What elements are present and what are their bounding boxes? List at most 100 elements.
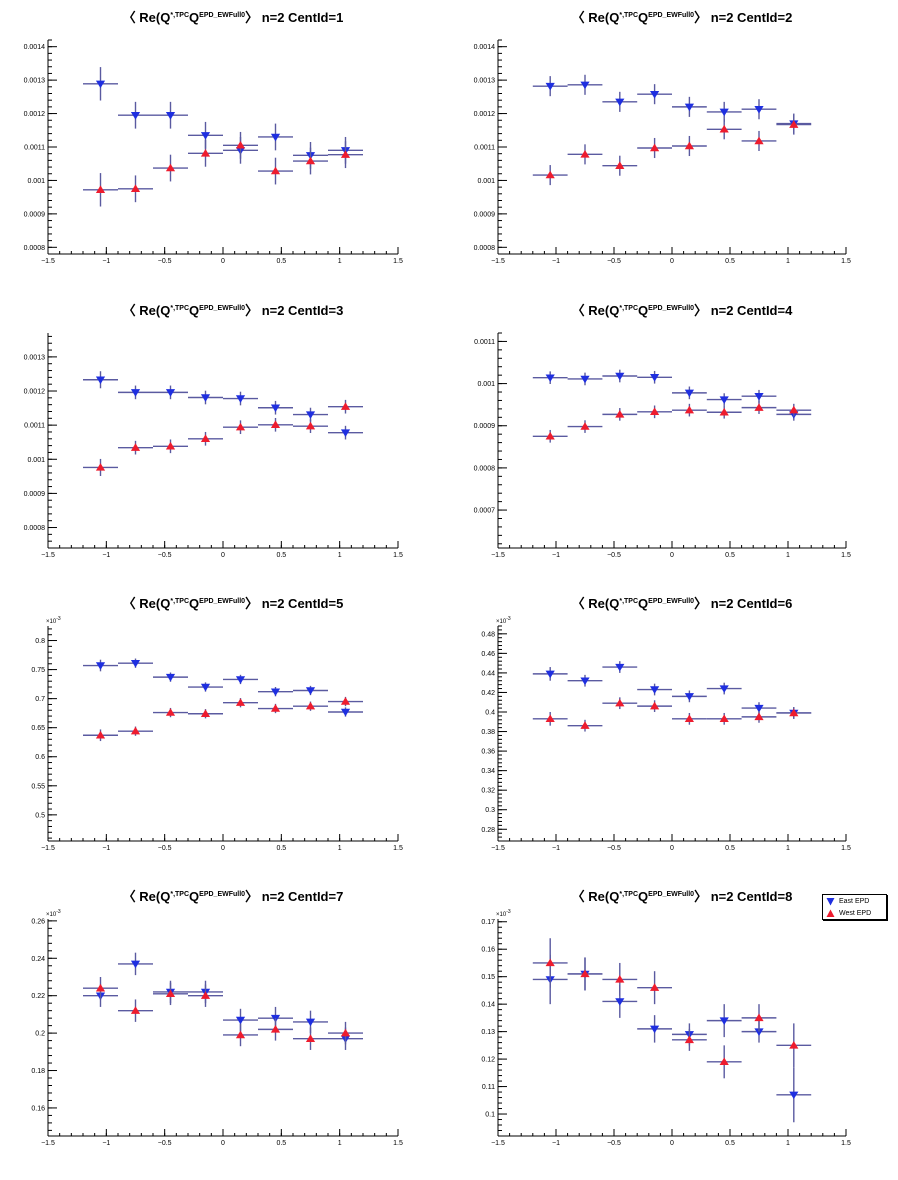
chart-7: 〈 Re(Q*,TPCQEPD_EWFull0〉 n=2 CentId=7 ×10… [31,889,403,1147]
y-tick-label: 0.32 [481,788,495,795]
west-epd-point [789,405,799,414]
west-epd-point [615,161,625,169]
chart-title-part: EPD_EWFull0 [648,305,694,312]
x-tick-label: 1 [338,552,342,559]
west-epd-point [235,422,246,431]
chart-title-part: Q [189,596,199,611]
y-tick-label: 0.22 [31,993,45,1000]
chart-title-part: Re(Q [588,596,619,611]
x-tick-label: 0 [221,258,225,265]
east-epd-point [235,395,246,403]
chart-title-part: Re(Q [588,10,619,25]
west-epd-point [130,726,141,735]
west-epd-point [650,143,660,152]
legend: East EPD West EPD [822,894,887,920]
west-epd-point [270,704,281,712]
east-epd-point [650,90,660,99]
y-tick-label: 0.0009 [24,491,46,498]
y-tick-label: 0.36 [481,749,495,756]
chart-title: 〈 Re(Q*,TPCQEPD_EWFull0〉 n=2 CentId=2 [572,10,793,25]
y-tick-label: 0.26 [31,918,45,925]
x-tick-label: −1 [102,1140,110,1147]
west-epd-point [95,185,106,194]
chart-title-part: 〈 [123,303,140,318]
exponent-label: ×10-3 [46,909,61,918]
chart-title-part: 〉 [694,303,711,318]
chart-4: 〈 Re(Q*,TPCQEPD_EWFull0〉 n=2 CentId=4 0.0… [474,303,851,559]
west-epd-point [130,1006,141,1014]
legend-item-east: East EPD [826,896,869,907]
chart-6: 〈 Re(Q*,TPCQEPD_EWFull0〉 n=2 CentId=6 ×10… [481,596,851,852]
chart-title-part: *,TPC [170,598,189,605]
y-tick-label: 0.6 [35,754,45,761]
west-epd-point [200,709,211,717]
y-tick-label: 0.12 [481,1057,495,1064]
chart-8: 〈 Re(Q*,TPCQEPD_EWFull0〉 n=2 CentId=8 ×10… [481,889,851,1147]
chart-title: 〈 Re(Q*,TPCQEPD_EWFull0〉 n=2 CentId=4 [572,303,793,318]
x-tick-label: −0.5 [158,552,172,559]
chart-title-part: 〉 [694,889,711,904]
y-tick-label: 0.0011 [24,423,45,430]
x-tick-label: 1.5 [393,1140,403,1147]
x-tick-label: 0.5 [725,552,735,559]
series-west-epd [532,938,812,1079]
y-tick-label: 0.0009 [474,423,496,430]
x-tick-label: −1.5 [491,1140,505,1147]
west-epd-point [650,983,660,991]
west-epd-point [545,431,555,440]
y-tick-label: 0.14 [481,1002,495,1009]
west-epd-point [719,124,729,133]
y-tick-label: 0.0011 [474,145,495,152]
west-epd-point [200,434,211,443]
x-tick-label: −1.5 [41,552,55,559]
chart-title-part: 〉 [245,303,262,318]
west-epd-point [754,136,764,145]
x-tick-label: 1.5 [393,258,403,265]
chart-title-part: EPD_EWFull0 [648,12,694,19]
east-epd-point [545,374,555,383]
chart-title-part: *,TPC [170,305,189,312]
west-epd-point [580,149,590,158]
chart-title-part: n=2 CentId=5 [262,596,344,611]
chart-title-part: *,TPC [619,12,638,19]
east-epd-point [719,108,729,117]
west-epd-point [270,420,281,429]
west-epd-point [650,701,660,710]
chart-title-part: Re(Q [588,303,619,318]
y-tick-label: 0.0009 [474,211,496,218]
chart-title-part: n=2 CentId=3 [262,303,344,318]
east-epd-point [719,685,729,693]
east-epd-point [270,688,281,697]
y-tick-label: 0.75 [31,667,45,674]
west-epd-point [340,402,351,410]
y-tick-label: 0.0012 [24,111,46,118]
chart-title-part: 〈 [572,596,589,611]
west-epd-point [200,148,211,157]
chart-title-part: *,TPC [170,12,189,19]
chart-title-part: Q [638,303,648,318]
x-tick-label: 1.5 [393,552,403,559]
y-tick-label: 0.0007 [474,508,496,515]
legend-west-label: West EPD [839,910,872,917]
west-epd-point [235,698,246,706]
chart-title-part: *,TPC [619,891,638,898]
east-epd-point [95,376,106,385]
east-epd-point [580,375,590,384]
chart-title-part: EPD_EWFull0 [199,891,245,898]
chart-title-part: Re(Q [139,10,170,25]
chart-title-part: EPD_EWFull0 [648,891,694,898]
y-tick-label: 0.3 [485,807,495,814]
west-epd-point [95,983,106,992]
x-tick-label: −1.5 [41,1140,55,1147]
y-tick-label: 0.15 [481,974,495,981]
west-epd-point [270,166,281,175]
west-epd-point [684,141,694,150]
x-tick-label: −0.5 [607,845,621,852]
east-epd-point [235,1016,246,1025]
chart-title-part: Q [638,596,648,611]
east-epd-point [615,372,625,381]
series-west-epd [83,976,363,1050]
chart-title: 〈 Re(Q*,TPCQEPD_EWFull0〉 n=2 CentId=5 [123,596,344,611]
x-tick-label: −0.5 [158,258,172,265]
x-tick-label: 0.5 [725,258,735,265]
